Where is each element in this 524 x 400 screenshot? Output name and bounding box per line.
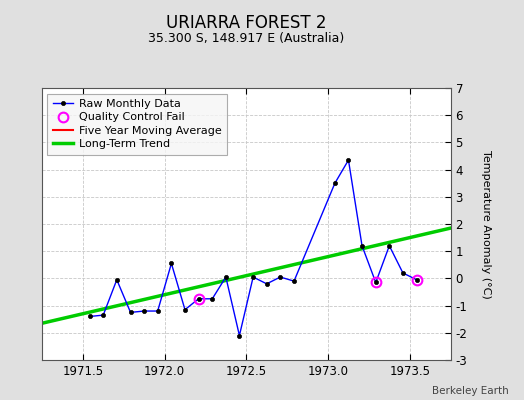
Raw Monthly Data xyxy=(86,314,93,319)
Raw Monthly Data xyxy=(195,296,202,301)
Raw Monthly Data xyxy=(236,333,243,338)
Quality Control Fail xyxy=(413,277,420,282)
Raw Monthly Data xyxy=(413,277,420,282)
Raw Monthly Data xyxy=(141,309,147,314)
Raw Monthly Data xyxy=(291,279,297,284)
Raw Monthly Data xyxy=(223,275,229,280)
Raw Monthly Data xyxy=(373,280,379,285)
Raw Monthly Data xyxy=(182,307,188,312)
Legend: Raw Monthly Data, Quality Control Fail, Five Year Moving Average, Long-Term Tren: Raw Monthly Data, Quality Control Fail, … xyxy=(48,94,227,155)
Raw Monthly Data xyxy=(250,275,256,280)
Raw Monthly Data xyxy=(345,158,352,162)
Text: Berkeley Earth: Berkeley Earth xyxy=(432,386,508,396)
Text: 35.300 S, 148.917 E (Australia): 35.300 S, 148.917 E (Australia) xyxy=(148,32,344,45)
Raw Monthly Data xyxy=(114,277,120,282)
Raw Monthly Data xyxy=(168,261,174,266)
Line: Quality Control Fail: Quality Control Fail xyxy=(194,275,421,304)
Line: Raw Monthly Data: Raw Monthly Data xyxy=(88,158,419,338)
Raw Monthly Data xyxy=(127,310,134,315)
Text: URIARRA FOREST 2: URIARRA FOREST 2 xyxy=(166,14,326,32)
Raw Monthly Data xyxy=(155,309,161,314)
Raw Monthly Data xyxy=(100,313,106,318)
Raw Monthly Data xyxy=(209,296,215,301)
Raw Monthly Data xyxy=(400,270,406,275)
Raw Monthly Data xyxy=(264,282,270,286)
Y-axis label: Temperature Anomaly (°C): Temperature Anomaly (°C) xyxy=(481,150,492,298)
Quality Control Fail xyxy=(195,296,202,301)
Raw Monthly Data xyxy=(277,275,283,280)
Quality Control Fail xyxy=(373,280,379,285)
Raw Monthly Data xyxy=(386,243,392,248)
Raw Monthly Data xyxy=(332,181,338,186)
Raw Monthly Data xyxy=(359,243,365,248)
